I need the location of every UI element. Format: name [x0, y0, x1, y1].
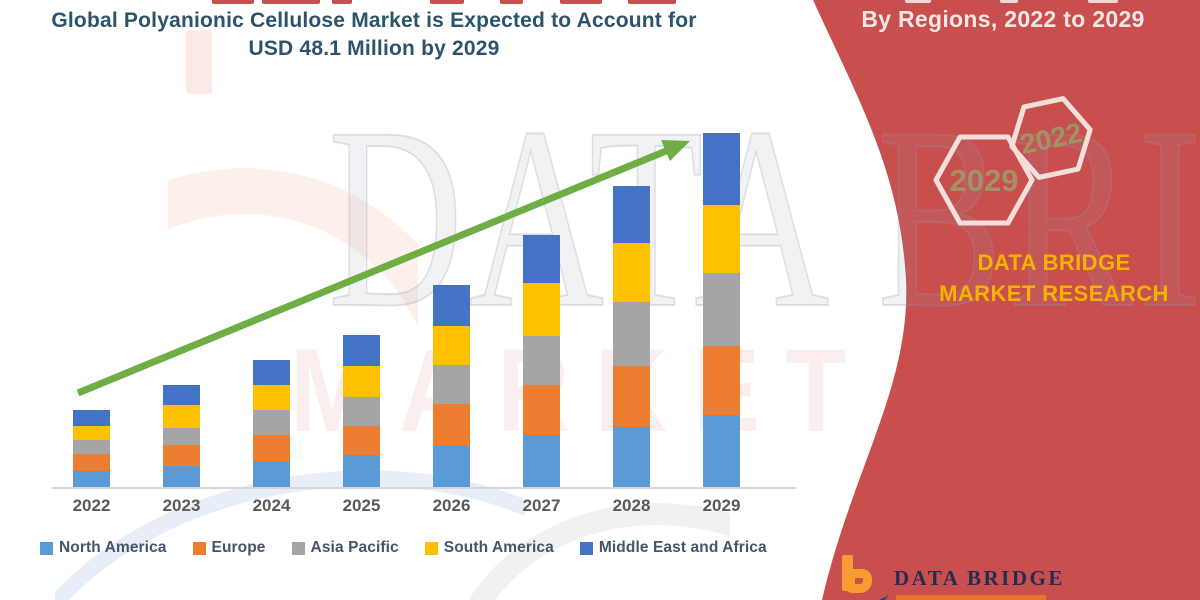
- legend-label: Asia Pacific: [310, 539, 399, 556]
- banner-subtitle: By Regions, 2022 to 2029: [861, 6, 1145, 32]
- segment-south-america: [523, 283, 560, 337]
- legend-swatch-icon: [192, 541, 206, 555]
- segment-middle-east-and-africa: [253, 360, 290, 386]
- segment-middle-east-and-africa: [163, 385, 200, 406]
- legend-item-middle-east-and-africa: Middle East and Africa: [579, 539, 767, 557]
- segment-south-america: [73, 425, 110, 440]
- cropped-text-fragment: [500, 0, 523, 4]
- segment-south-america: [613, 242, 650, 303]
- segment-south-america: [343, 365, 380, 398]
- stacked-bar-2028: [613, 186, 650, 487]
- segment-asia-pacific: [163, 428, 200, 446]
- segment-middle-east-and-africa: [613, 186, 650, 243]
- cropped-text-fragment: [212, 0, 254, 4]
- segment-asia-pacific: [253, 410, 290, 436]
- segment-asia-pacific: [703, 272, 740, 346]
- segment-middle-east-and-africa: [523, 235, 560, 284]
- segment-middle-east-and-africa: [703, 133, 740, 206]
- segment-europe: [523, 385, 560, 436]
- x-axis-line: [52, 487, 796, 489]
- segment-europe: [703, 345, 740, 415]
- segment-asia-pacific: [433, 364, 470, 404]
- legend-item-north-america: North America: [40, 539, 167, 557]
- segment-middle-east-and-africa: [433, 285, 470, 326]
- segment-middle-east-and-africa: [73, 410, 110, 426]
- chart-title-line2: USD 48.1 Million by 2029: [248, 37, 500, 60]
- stacked-bar-2025: [343, 334, 380, 487]
- stacked-bar-2022: [73, 410, 110, 487]
- legend-label: North America: [59, 539, 167, 556]
- segment-south-america: [163, 405, 200, 429]
- x-axis-label: 2028: [612, 496, 651, 515]
- legend-label: Europe: [211, 539, 266, 556]
- logo-cropped-subline: [896, 595, 1046, 600]
- segment-europe: [163, 445, 200, 466]
- segment-north-america: [523, 435, 560, 487]
- segment-north-america: [613, 427, 650, 487]
- legend-swatch-icon: [291, 541, 305, 555]
- segment-north-america: [433, 445, 470, 487]
- chart-title-line1: Global Polyanionic Cellulose Market is E…: [51, 9, 697, 32]
- legend-item-europe: Europe: [192, 539, 266, 557]
- cropped-text-fragment: [1088, 0, 1118, 3]
- segment-europe: [433, 403, 470, 446]
- x-axis-label: 2029: [702, 496, 741, 515]
- x-axis-label: 2023: [162, 496, 201, 515]
- segment-asia-pacific: [343, 397, 380, 426]
- segment-north-america: [163, 465, 200, 487]
- segment-north-america: [343, 455, 380, 487]
- stacked-bar-2029: [703, 133, 740, 487]
- logo-text: DATA BRIDGE: [894, 566, 1065, 590]
- legend-swatch-icon: [40, 541, 53, 555]
- databridge-logo: DATA BRIDGE: [835, 553, 1076, 600]
- legend-swatch-icon: [424, 541, 438, 555]
- legend-item-asia-pacific: Asia Pacific: [291, 539, 399, 557]
- legend-label: South America: [443, 539, 554, 556]
- brand-text: DATA BRIDGE MARKET RESEARCH: [939, 250, 1169, 306]
- segment-asia-pacific: [523, 336, 560, 386]
- cropped-text-fragment: [1000, 0, 1018, 3]
- x-axis-label: 2024: [252, 496, 291, 515]
- segment-south-america: [433, 325, 470, 365]
- segment-europe: [613, 365, 650, 428]
- x-axis-label: 2027: [522, 496, 561, 515]
- x-axis-label: 2026: [432, 496, 471, 515]
- logo-b-bowl-icon: [846, 569, 872, 593]
- segment-north-america: [73, 470, 110, 487]
- legend-swatch-icon: [579, 541, 593, 555]
- segment-asia-pacific: [613, 302, 650, 366]
- legend-item-south-america: South America: [424, 539, 554, 557]
- cropped-text-fragment: [332, 0, 352, 4]
- segment-middle-east-and-africa: [343, 334, 380, 366]
- segment-europe: [343, 425, 380, 456]
- cropped-text-fragment: [262, 0, 320, 4]
- cropped-text-fragment: [628, 0, 676, 4]
- segment-europe: [73, 453, 110, 471]
- stacked-bar-2023: [163, 385, 200, 487]
- segment-north-america: [703, 414, 740, 487]
- legend: North America Europe Asia Pacific South Ame…: [40, 539, 767, 557]
- stacked-bar-2024: [253, 360, 290, 487]
- segment-asia-pacific: [73, 439, 110, 454]
- segment-south-america: [703, 205, 740, 273]
- segment-north-america: [253, 461, 290, 487]
- chart-title: Global Polyanionic Cellulose Market is E…: [28, 7, 720, 63]
- legend-label: Middle East and Africa: [598, 539, 767, 556]
- segment-europe: [253, 435, 290, 462]
- watermark-pink-rect: [186, 30, 212, 94]
- stacked-bar-2027: [523, 235, 560, 487]
- stacked-bar-2026: [433, 285, 470, 487]
- segment-south-america: [253, 385, 290, 411]
- x-axis-label: 2022: [72, 496, 111, 515]
- cropped-text-fragment: [560, 0, 602, 4]
- x-axis-label: 2025: [342, 496, 381, 515]
- cropped-text-fragment: [905, 0, 931, 3]
- cropped-text-fragment: [430, 0, 464, 4]
